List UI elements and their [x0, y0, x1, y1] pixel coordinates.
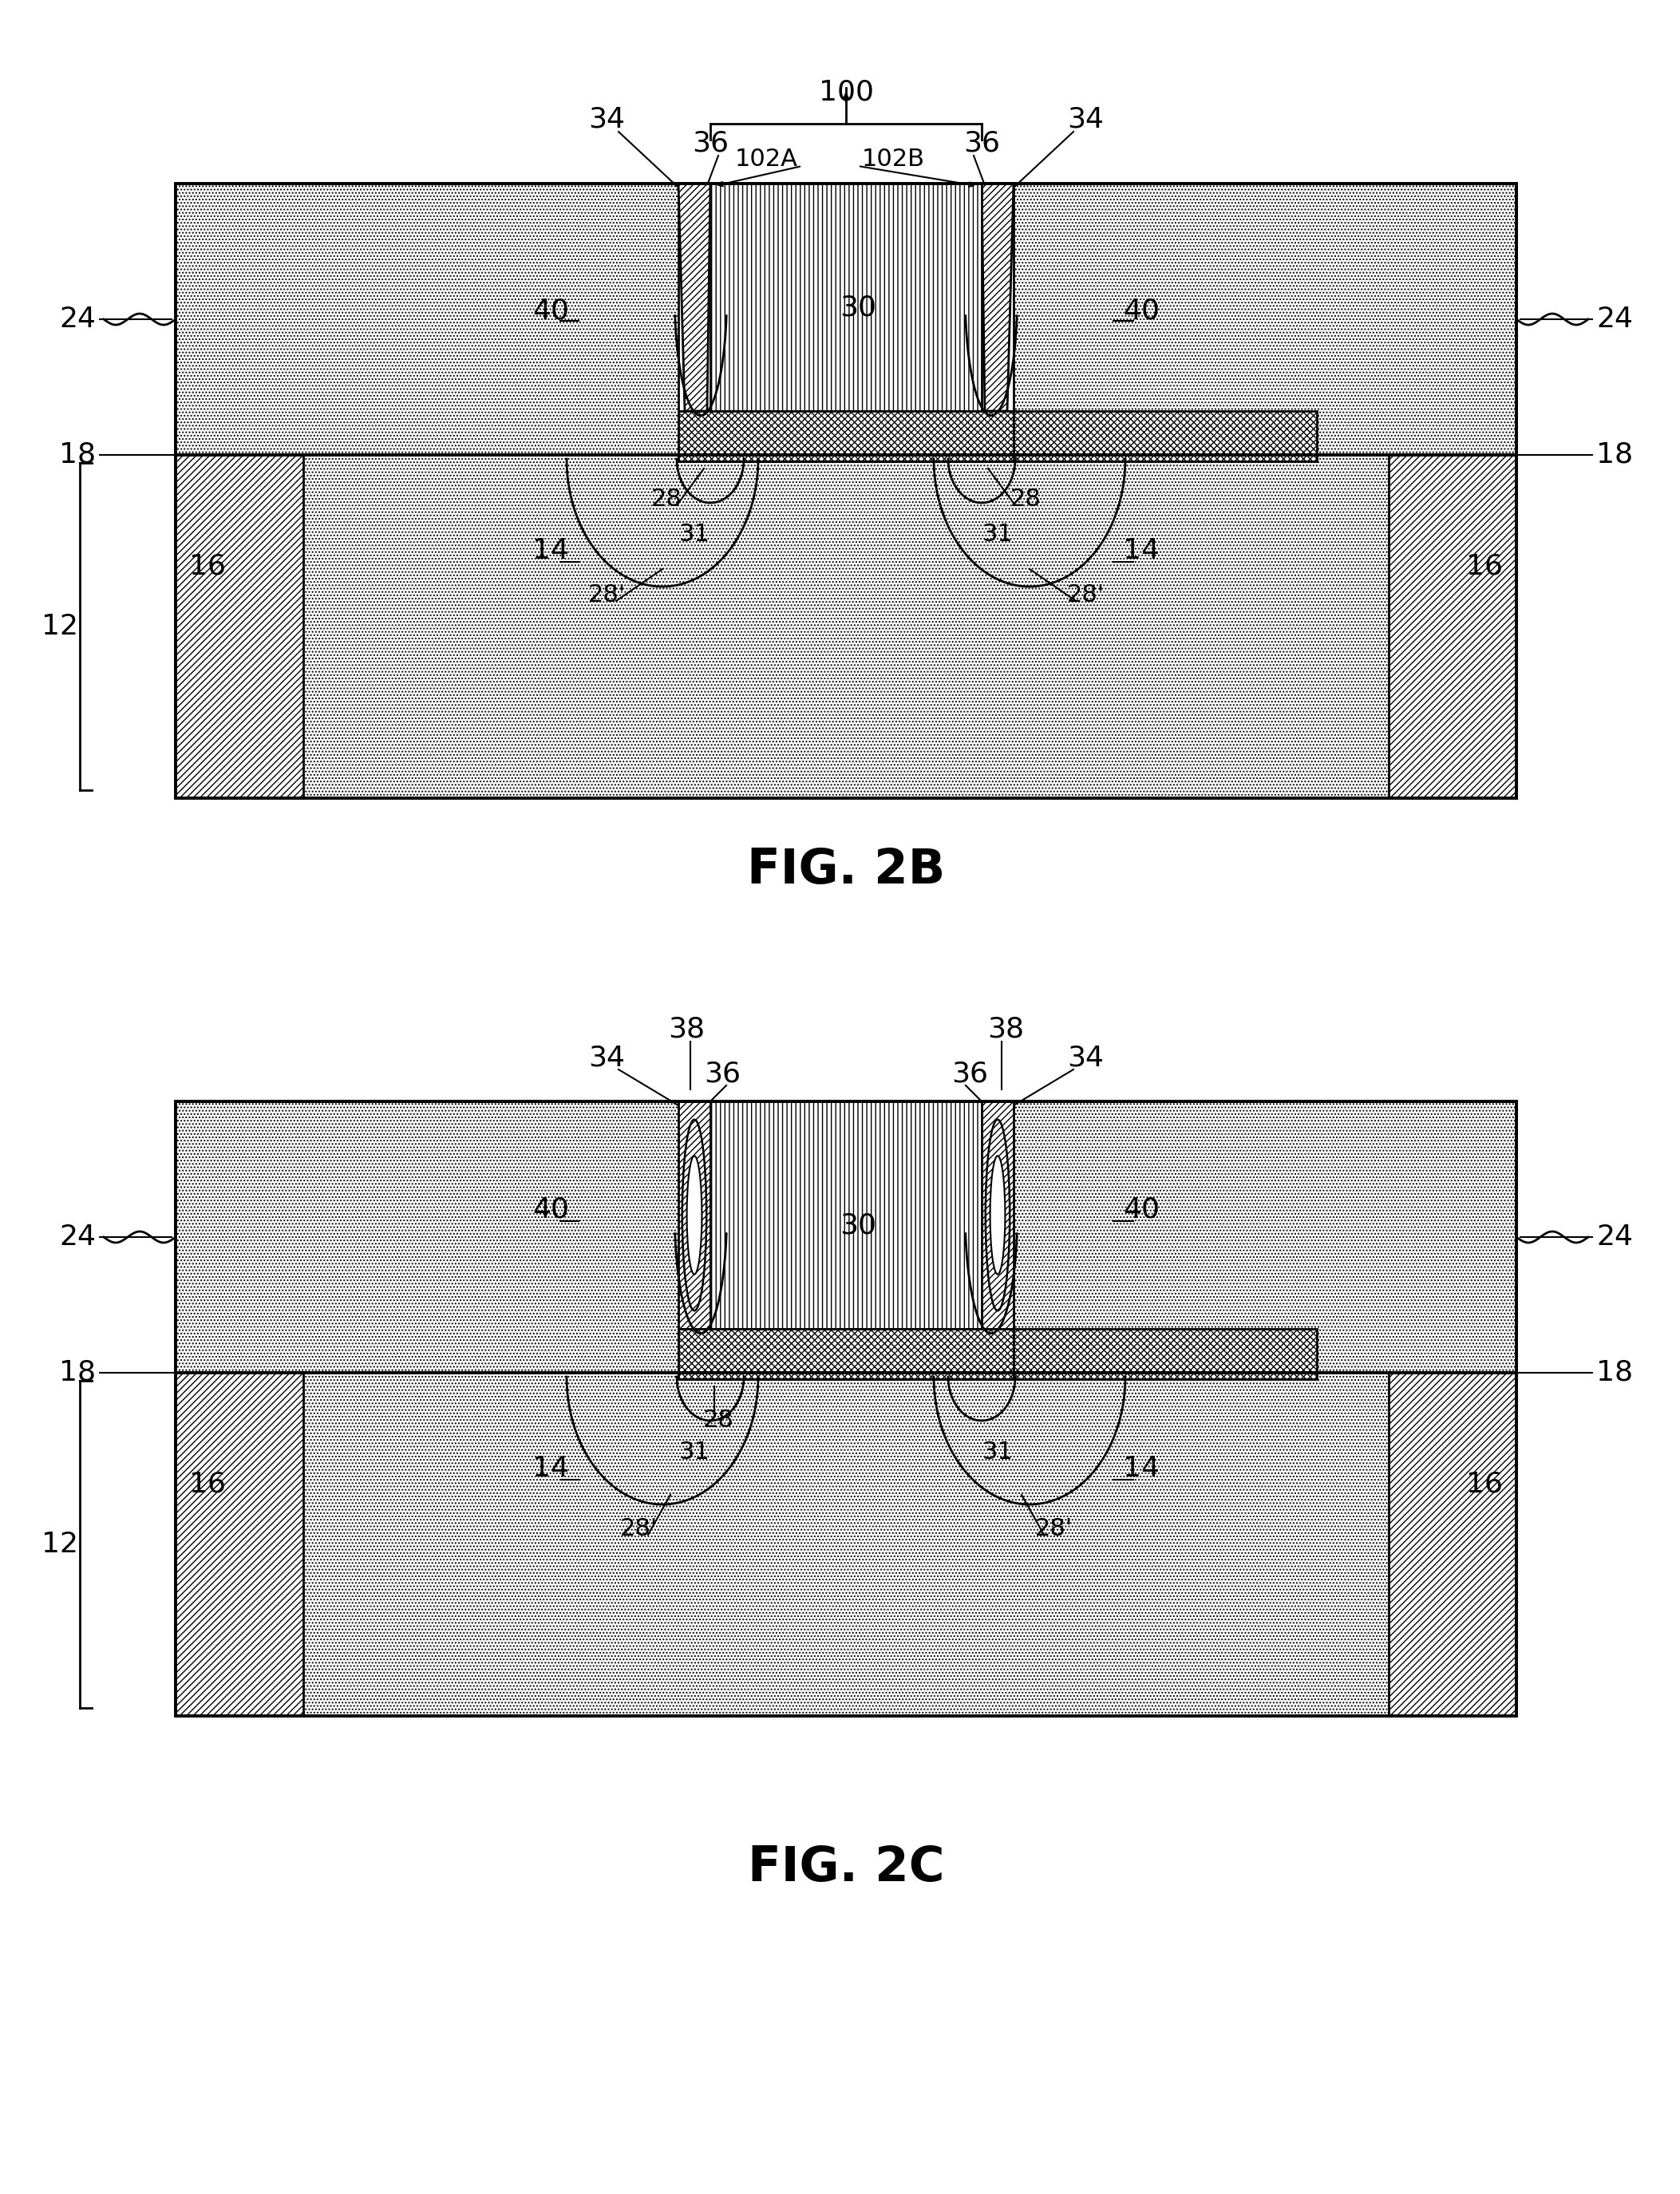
Ellipse shape: [990, 1156, 1005, 1275]
Text: 28: 28: [1010, 487, 1042, 511]
Text: 28': 28': [620, 1516, 657, 1540]
Text: 16: 16: [190, 1470, 225, 1499]
Text: 36: 36: [704, 1060, 741, 1086]
Text: FIG. 2C: FIG. 2C: [748, 1843, 944, 1891]
Bar: [711, 1101, 981, 1330]
Text: FIG. 2B: FIG. 2B: [748, 847, 946, 893]
Bar: [679, 410, 1013, 461]
Bar: [176, 1101, 1517, 1716]
Text: 18: 18: [1596, 1358, 1633, 1387]
Text: 14: 14: [1122, 1455, 1159, 1483]
Text: 28': 28': [1035, 1516, 1072, 1540]
Text: 16: 16: [1467, 553, 1504, 579]
Bar: [679, 410, 1317, 461]
Bar: [679, 1330, 1013, 1380]
Text: 40: 40: [533, 1196, 570, 1224]
Bar: [176, 454, 1517, 799]
Ellipse shape: [687, 1156, 702, 1275]
Bar: [679, 1101, 711, 1330]
Text: 38: 38: [988, 1016, 1025, 1042]
Text: 28': 28': [1067, 584, 1104, 606]
Text: 31: 31: [679, 1441, 711, 1463]
Text: 102B: 102B: [862, 147, 926, 171]
Text: 12: 12: [42, 1531, 79, 1558]
Polygon shape: [679, 184, 711, 410]
Text: 24: 24: [59, 1224, 96, 1251]
Text: 28': 28': [588, 584, 625, 606]
Ellipse shape: [986, 1119, 1010, 1310]
Text: 18: 18: [59, 441, 96, 470]
Text: 18: 18: [59, 1358, 96, 1387]
Bar: [176, 1373, 1517, 1716]
Bar: [1389, 1373, 1517, 1716]
Bar: [176, 184, 679, 454]
Text: 102A: 102A: [736, 147, 798, 171]
Text: 100: 100: [818, 79, 874, 105]
Bar: [176, 184, 1517, 799]
Bar: [1013, 184, 1517, 454]
Text: 34: 34: [1067, 105, 1104, 134]
Text: 40: 40: [1122, 1196, 1159, 1224]
Text: 34: 34: [588, 1044, 625, 1071]
Bar: [1389, 454, 1517, 799]
Text: 12: 12: [42, 612, 79, 641]
Text: 36: 36: [692, 129, 729, 158]
Text: 30: 30: [840, 1211, 877, 1240]
Text: 31: 31: [679, 522, 711, 546]
Bar: [711, 184, 981, 410]
Text: 28: 28: [702, 1409, 734, 1433]
Text: 34: 34: [1067, 1044, 1104, 1071]
Text: 14: 14: [533, 538, 570, 564]
Text: 24: 24: [1596, 305, 1633, 333]
Text: 40: 40: [533, 298, 570, 325]
Text: 28: 28: [650, 487, 682, 511]
Bar: [176, 1373, 304, 1716]
Ellipse shape: [682, 1119, 707, 1310]
Bar: [679, 1330, 1317, 1380]
Bar: [176, 1101, 679, 1373]
Text: 38: 38: [669, 1016, 706, 1042]
Text: 31: 31: [983, 522, 1013, 546]
Bar: [981, 1101, 1013, 1330]
Text: 34: 34: [588, 105, 625, 134]
Text: 16: 16: [190, 553, 225, 579]
Text: 36: 36: [951, 1060, 988, 1086]
Text: 40: 40: [1122, 298, 1159, 325]
Text: 16: 16: [1467, 1470, 1504, 1499]
Text: 36: 36: [963, 129, 1000, 158]
Text: 18: 18: [1596, 441, 1633, 470]
Text: 30: 30: [840, 294, 877, 320]
Text: 14: 14: [1122, 538, 1159, 564]
Bar: [176, 454, 304, 799]
Text: 14: 14: [533, 1455, 570, 1483]
Text: 24: 24: [59, 305, 96, 333]
Bar: [1013, 1101, 1517, 1373]
Polygon shape: [981, 184, 1013, 410]
Text: 31: 31: [983, 1441, 1013, 1463]
Text: 24: 24: [1596, 1224, 1633, 1251]
